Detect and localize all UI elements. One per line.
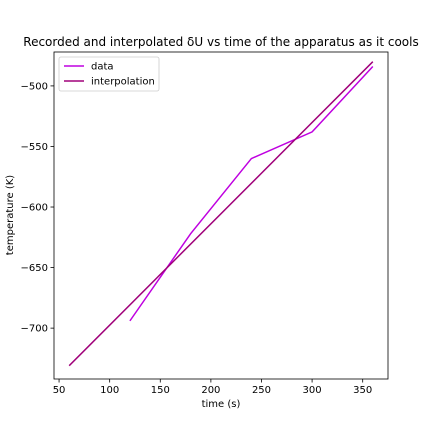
x-tick-label: 200 bbox=[201, 385, 220, 396]
series-line-data bbox=[129, 66, 374, 322]
y-tick-label: −500 bbox=[21, 81, 48, 92]
y-tick-label: −600 bbox=[21, 203, 48, 214]
chart-title: Recorded and interpolated δU vs time of … bbox=[23, 35, 418, 49]
y-tick-label: −700 bbox=[21, 324, 48, 335]
x-axis: 50 100 150 200 250 300 350 bbox=[53, 379, 372, 396]
x-tick-label: 100 bbox=[100, 385, 119, 396]
y-axis-label: temperature (K) bbox=[5, 175, 16, 255]
y-tick-label: −550 bbox=[21, 142, 48, 153]
x-tick-label: 250 bbox=[252, 385, 271, 396]
x-tick-label: 150 bbox=[151, 385, 170, 396]
x-tick-label: 300 bbox=[303, 385, 322, 396]
x-tick-label: 50 bbox=[53, 385, 66, 396]
series-line-interpolation bbox=[68, 61, 374, 367]
x-axis-label: time (s) bbox=[202, 399, 241, 410]
x-tick-label: 350 bbox=[353, 385, 372, 396]
series-layer bbox=[68, 61, 374, 367]
legend-label-interpolation: interpolation bbox=[91, 77, 155, 88]
legend-label-data: data bbox=[91, 62, 114, 73]
y-tick-label: −650 bbox=[21, 263, 48, 274]
plot-frame bbox=[53, 51, 389, 380]
legend: data interpolation bbox=[58, 56, 160, 92]
y-axis: −700 −650 −600 −550 −500 bbox=[21, 81, 54, 335]
